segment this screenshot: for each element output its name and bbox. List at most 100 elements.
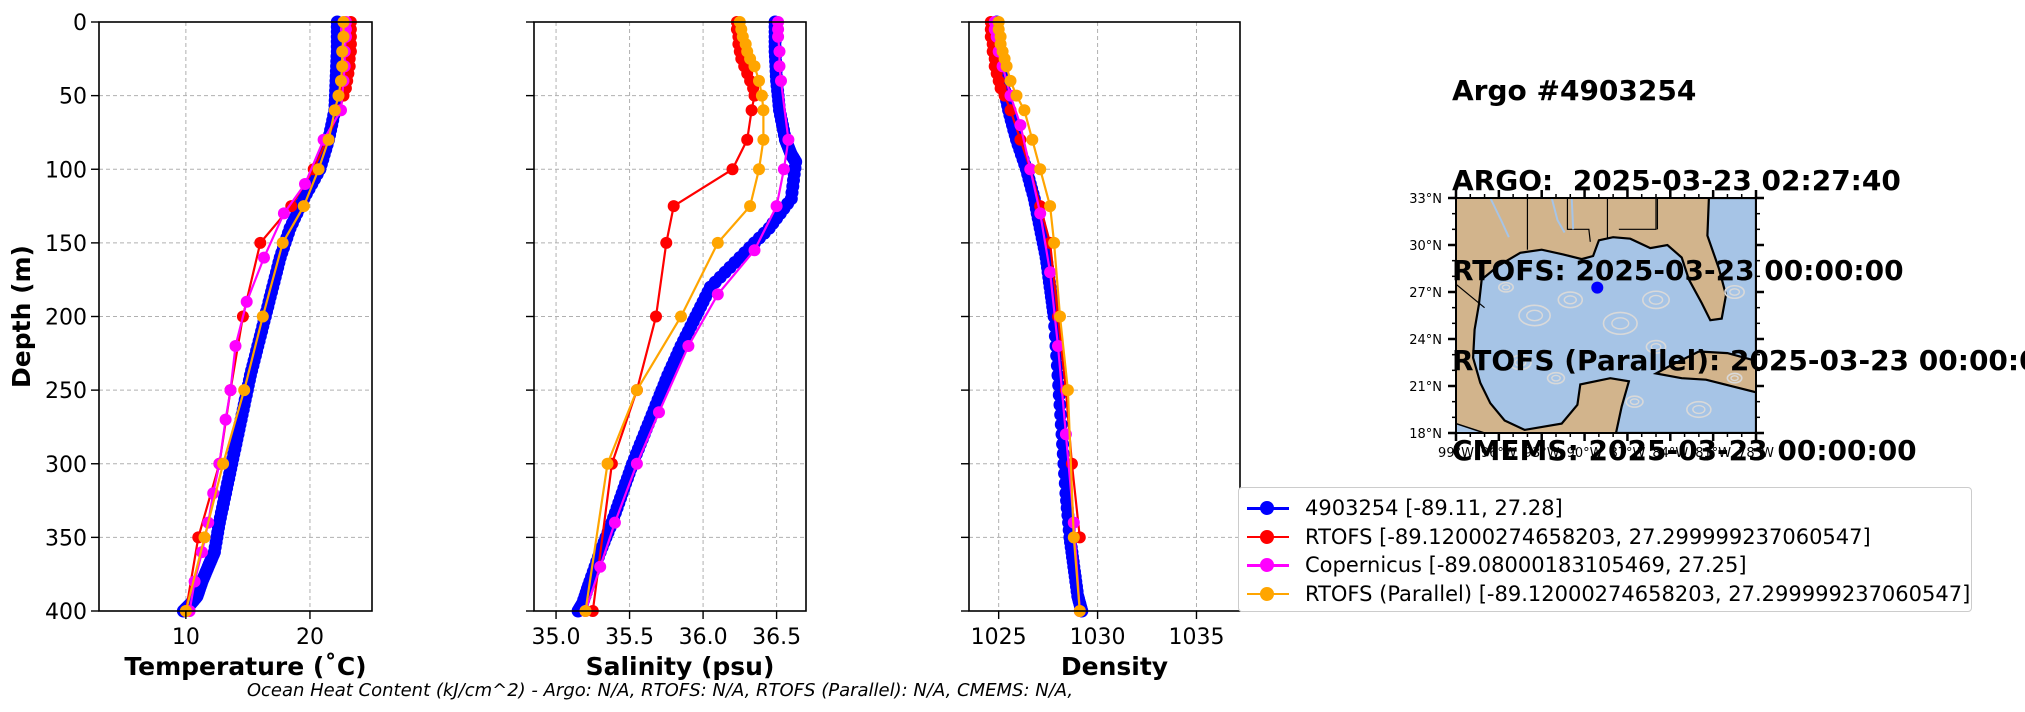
state-border	[1566, 198, 1591, 242]
data-point	[772, 30, 785, 43]
pacific-ocean	[1456, 422, 1485, 433]
title-line: RTOFS (Parallel): 2025-03-23 00:00:00	[1452, 344, 2025, 377]
data-point	[299, 178, 311, 190]
data-point	[753, 163, 765, 176]
data-point	[675, 310, 687, 323]
data-point	[224, 384, 237, 397]
legend-marker	[1243, 498, 1293, 518]
current-streamline	[1726, 372, 1743, 384]
series-rtofs-parallel-	[179, 16, 350, 617]
data-point	[1058, 467, 1072, 481]
data-point	[1026, 133, 1039, 146]
data-point	[757, 104, 770, 117]
lat-tick-label: 21°N	[1409, 380, 1442, 395]
data-point	[337, 30, 350, 43]
current-streamline	[1692, 404, 1706, 415]
current-streamline	[1642, 290, 1671, 310]
data-point	[332, 89, 345, 102]
ohc-footer: Ocean Heat Content (kJ/cm^2) - Argo: N/A…	[246, 680, 1074, 701]
lon-tick-label: 93°W	[1524, 446, 1560, 461]
data-point	[1018, 104, 1031, 117]
data-point	[770, 200, 783, 213]
current-streamline	[1563, 295, 1577, 305]
data-point	[726, 163, 739, 176]
data-point	[1010, 89, 1023, 102]
legend-label: RTOFS [-89.12000274658203, 27.2999992370…	[1305, 524, 1871, 549]
map-frame	[1455, 197, 1757, 434]
data-point	[277, 207, 290, 220]
current-streamline	[1629, 398, 1640, 406]
x-axis-label: Temperature (˚C)	[124, 652, 366, 681]
river	[1550, 198, 1566, 233]
series-rtofs-parallel-	[992, 16, 1086, 617]
current-streamline	[1498, 281, 1515, 293]
data-point	[297, 200, 310, 213]
data-point	[1048, 236, 1061, 249]
y-tick-label: 150	[45, 232, 87, 257]
data-point	[276, 236, 289, 249]
data-point	[1058, 476, 1072, 490]
data-point	[1000, 60, 1013, 73]
current-streamline	[1611, 317, 1630, 330]
data-point	[238, 384, 251, 397]
y-tick-label: 250	[45, 379, 87, 404]
current-streamline	[1551, 374, 1561, 382]
lon-tick-label: 87°W	[1609, 446, 1645, 461]
data-point	[653, 406, 665, 419]
data-point	[755, 89, 768, 102]
legend-marker	[1243, 584, 1293, 604]
data-point	[1024, 163, 1037, 176]
data-point	[773, 60, 786, 73]
x-tick-label: 1030	[1070, 625, 1126, 650]
lat-tick-label: 18°N	[1409, 427, 1442, 442]
current-streamline	[1724, 284, 1745, 300]
current-streamline	[1501, 284, 1511, 291]
data-point	[753, 74, 765, 87]
x-tick-label: 10	[172, 625, 200, 650]
lon-tick-label: 78°W	[1738, 446, 1774, 461]
data-point	[711, 288, 724, 301]
data-point	[630, 457, 643, 470]
current-streamline	[1686, 400, 1712, 419]
y-tick-label: 100	[45, 158, 87, 183]
data-point	[745, 104, 758, 117]
legend-label: Copernicus [-89.08000183105469, 27.25]	[1305, 553, 1747, 578]
x-tick-label: 20	[296, 625, 324, 650]
current-streamline	[1514, 358, 1527, 367]
lon-tick-label: 84°W	[1652, 446, 1688, 461]
current-streamline	[1730, 375, 1739, 382]
data-point	[748, 60, 761, 73]
current-streamline	[1518, 304, 1551, 327]
river	[1570, 198, 1575, 230]
y-tick-label: 50	[59, 85, 87, 110]
data-point	[258, 251, 270, 264]
lat-tick-label: 30°N	[1409, 239, 1442, 254]
data-point	[741, 133, 754, 146]
data-point	[775, 74, 787, 87]
lat-tick-label: 27°N	[1409, 286, 1442, 301]
data-point	[650, 310, 662, 323]
current-streamline	[1508, 354, 1532, 371]
x-axis-label: Salinity (psu)	[586, 652, 775, 681]
map-area	[1456, 198, 1756, 433]
data-point	[240, 295, 253, 308]
current-streamline	[1625, 395, 1644, 408]
x-tick-label: 1035	[1168, 625, 1224, 650]
data-point	[1034, 163, 1047, 176]
data-point	[757, 133, 770, 146]
data-point	[254, 236, 267, 249]
lon-tick-label: 81°W	[1695, 446, 1731, 461]
legend: 4903254 [-89.11, 27.28] RTOFS [-89.12000…	[1238, 487, 1972, 612]
x-tick-label: 35.0	[532, 625, 581, 650]
title-line: Argo #4903254	[1452, 74, 1697, 107]
current-streamline	[1546, 371, 1566, 385]
lon-tick-label: 90°W	[1567, 446, 1603, 461]
data-point	[1054, 310, 1066, 323]
data-point	[1034, 207, 1047, 220]
data-point	[229, 340, 242, 352]
gulf-of-mexico	[1471, 198, 1756, 433]
temperature-panel: 0 50 100 150 200 250 300 350 400 10 20Temperature …	[7, 11, 373, 681]
data-point	[782, 133, 795, 146]
y-tick-label: 0	[73, 11, 87, 36]
